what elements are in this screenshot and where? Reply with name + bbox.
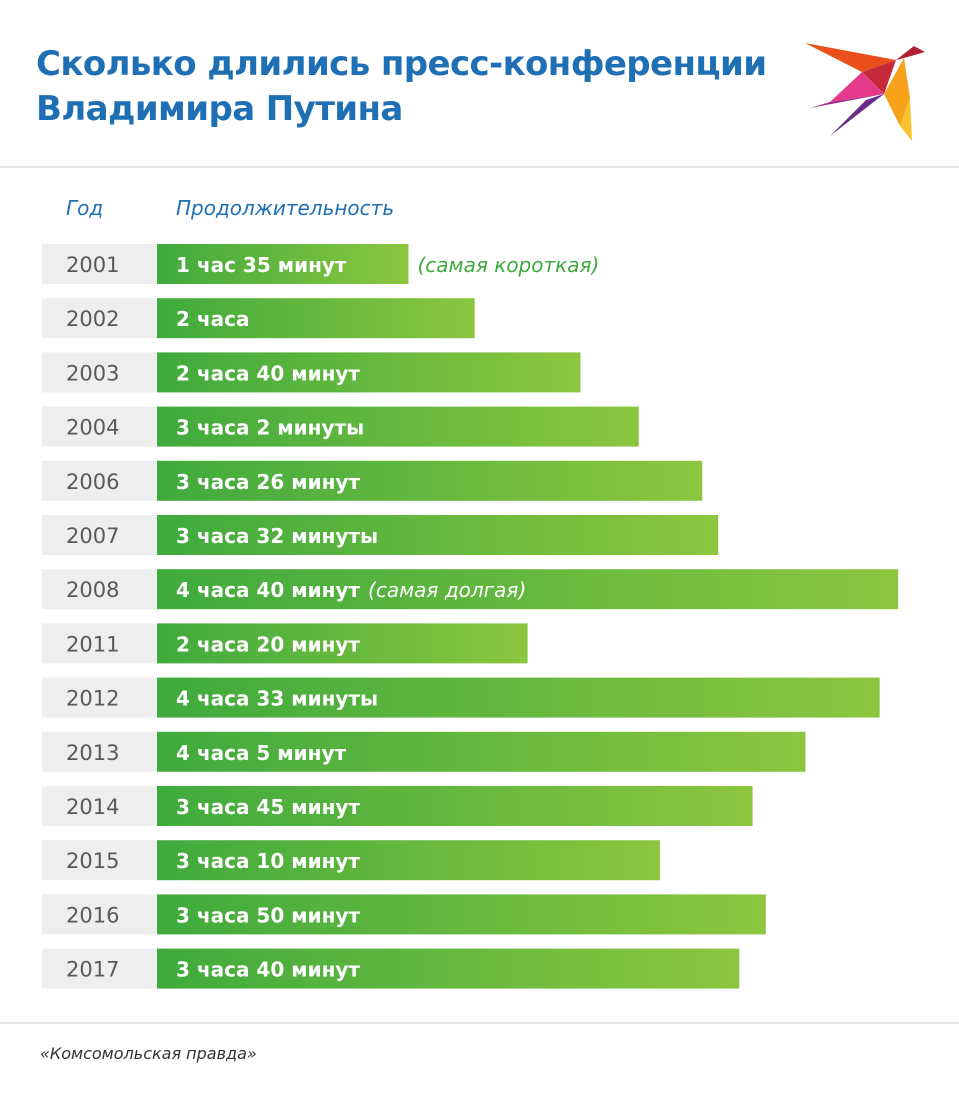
year-cell	[42, 352, 157, 393]
year-label: 2011	[66, 632, 119, 656]
year-cell	[42, 677, 157, 718]
duration-bar	[157, 460, 703, 501]
duration-bar	[157, 894, 766, 935]
bar-label: 3 часа 10 минут	[176, 849, 360, 873]
chart-title-line1: Сколько длились пресс-конференции	[36, 44, 767, 84]
bar-label: 1 час 35 минут	[176, 253, 347, 277]
chart-title-line2: Владимира Путина	[36, 89, 403, 129]
bar-label: 2 часа 20 минут	[176, 632, 360, 656]
bar-annotation: (самая короткая)	[417, 253, 599, 277]
chart-title: Сколько длились пресс-конференции Владим…	[36, 42, 767, 132]
duration-bar	[157, 677, 880, 718]
year-cell	[42, 406, 157, 447]
duration-bar	[157, 786, 753, 826]
bar-label: 3 часа 45 минут	[176, 795, 360, 819]
year-cell	[42, 840, 157, 881]
year-label: 2001	[66, 253, 119, 277]
year-label: 2013	[66, 741, 119, 765]
year-cell	[42, 623, 157, 664]
year-label: 2004	[66, 416, 119, 440]
duration-bar	[157, 352, 581, 393]
bar-label: 3 часа 32 минуты	[176, 524, 378, 548]
year-label: 2016	[66, 903, 119, 927]
bar-label: 2 часа 40 минут	[176, 361, 360, 385]
bar-label: 4 часа 40 минут	[176, 578, 360, 602]
year-cell	[42, 460, 157, 501]
year-column-header: Год	[66, 196, 104, 220]
duration-bar	[157, 948, 740, 989]
year-cell	[42, 731, 157, 772]
swallow-logo-icon	[805, 43, 925, 141]
duration-bar	[157, 515, 719, 555]
year-cell	[42, 948, 157, 989]
bar-label: 3 часа 50 минут	[176, 903, 360, 927]
duration-bar	[157, 623, 528, 664]
duration-bar	[157, 298, 475, 339]
duration-column-header: Продолжительность	[176, 196, 395, 220]
duration-bar	[157, 731, 806, 772]
bar-label: 3 часа 40 минут	[176, 958, 360, 982]
year-cell	[42, 786, 157, 826]
year-label: 2006	[66, 470, 119, 494]
bar-label: 3 часа 26 минут	[176, 470, 360, 494]
duration-bar	[157, 840, 660, 881]
top-divider	[0, 166, 959, 168]
year-label: 2017	[66, 958, 119, 982]
year-label: 2015	[66, 849, 119, 873]
duration-bar	[157, 406, 639, 447]
duration-bar	[157, 244, 409, 284]
year-cell	[42, 894, 157, 935]
year-cell	[42, 569, 157, 610]
bar-annotation: (самая долгая)	[368, 578, 526, 602]
year-label: 2003	[66, 361, 119, 385]
year-cell	[42, 244, 157, 284]
bar-label: 2 часа	[176, 307, 249, 331]
duration-bar	[157, 569, 899, 610]
bottom-divider	[0, 1022, 959, 1024]
year-label: 2012	[66, 687, 119, 711]
year-cell	[42, 298, 157, 339]
bar-label: 4 часа 5 минут	[176, 741, 347, 765]
year-label: 2008	[66, 578, 119, 602]
bar-label: 4 часа 33 минуты	[176, 687, 378, 711]
year-label: 2014	[66, 795, 119, 819]
year-cell	[42, 515, 157, 555]
year-label: 2007	[66, 524, 119, 548]
bar-label: 3 часа 2 минуты	[176, 416, 364, 440]
year-label: 2002	[66, 307, 119, 331]
source-credit: «Комсомольская правда»	[40, 1044, 257, 1063]
